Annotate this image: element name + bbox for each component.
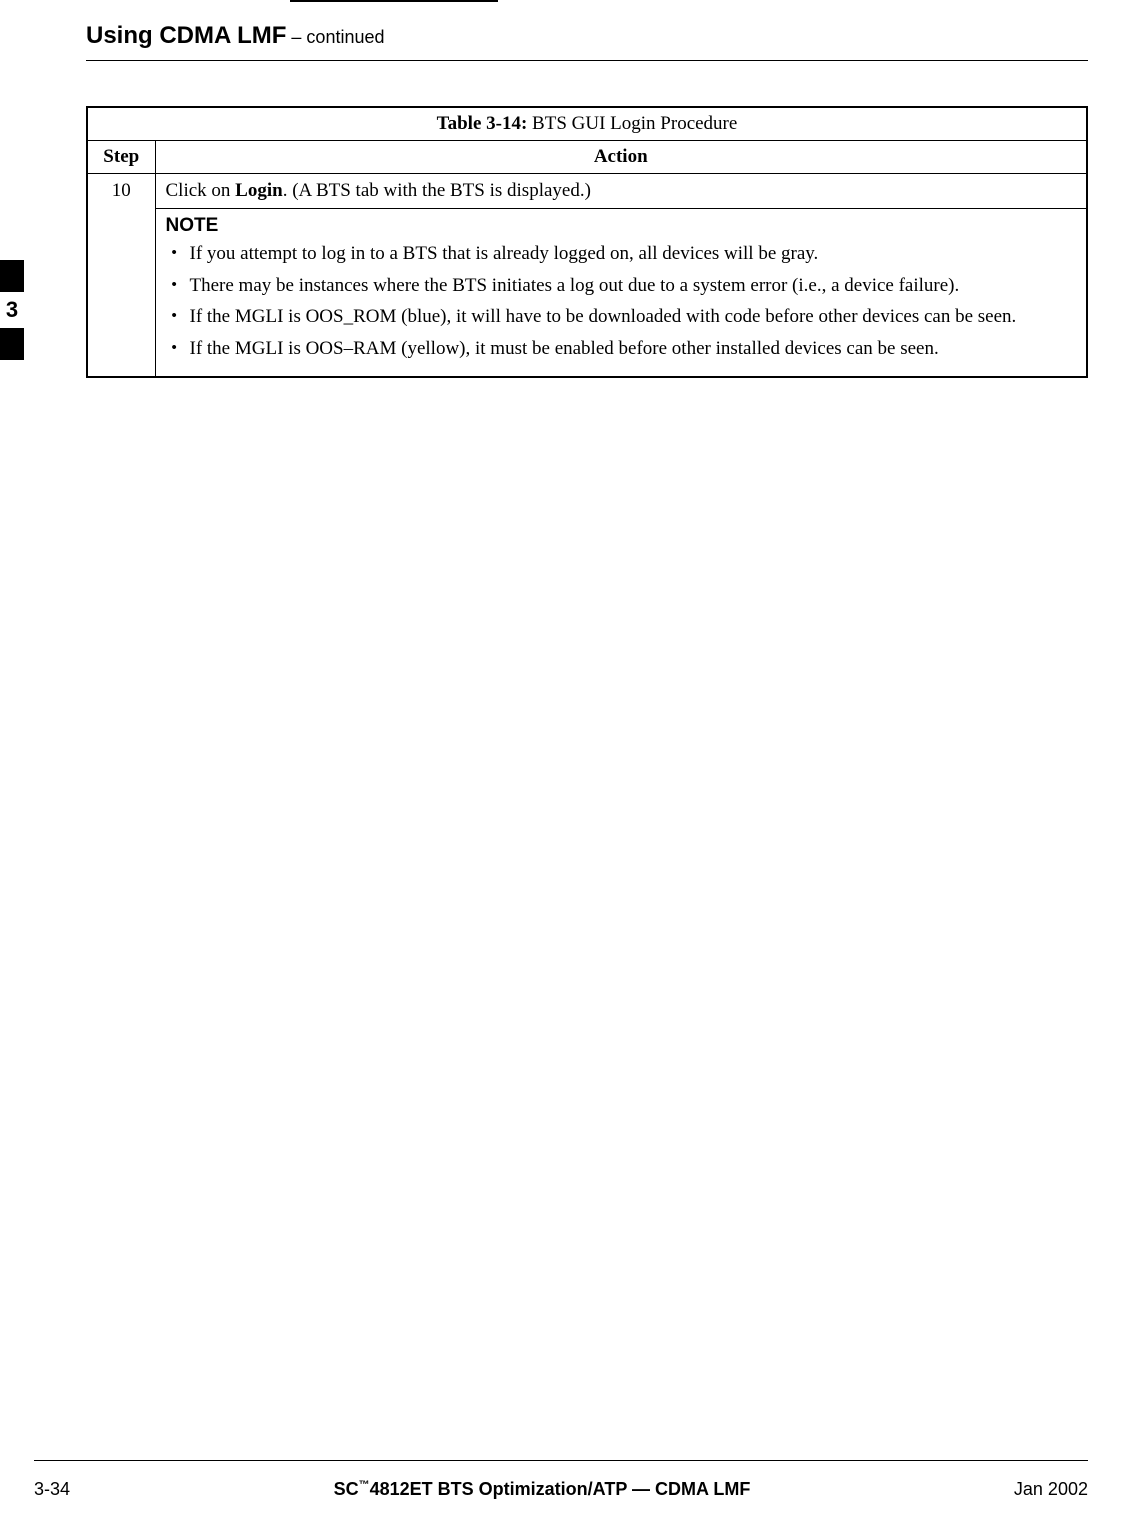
action-prefix: Click on: [166, 180, 236, 201]
action-cell: Click on Login. (A BTS tab with the BTS …: [155, 174, 1087, 209]
note-bullet: There may be instances where the BTS ini…: [166, 273, 1077, 299]
header-top-rule: [290, 0, 498, 2]
table-caption-text: BTS GUI Login Procedure: [532, 113, 737, 134]
footer-tm: ™: [359, 1479, 370, 1491]
procedure-table-wrap: Table 3-14: BTS GUI Login Procedure Step…: [86, 106, 1088, 378]
note-bullet: If the MGLI is OOS–RAM (yellow), it must…: [166, 336, 1077, 362]
footer-mid-suffix: 4812ET BTS Optimization/ATP — CDMA LMF: [370, 1479, 751, 1499]
action-bold: Login: [235, 180, 283, 201]
action-suffix: . (A BTS tab with the BTS is displayed.): [283, 180, 591, 201]
header-title: Using CDMA LMF: [86, 22, 286, 49]
side-tab-bottom-box: [0, 328, 24, 360]
page-header: Using CDMA LMF – continued: [86, 22, 1088, 61]
table-row: 10 Click on Login. (A BTS tab with the B…: [87, 174, 1087, 209]
side-tab: 3: [0, 260, 24, 360]
note-bullet: If you attempt to log in to a BTS that i…: [166, 241, 1077, 267]
table-caption-cell: Table 3-14: BTS GUI Login Procedure: [87, 107, 1087, 141]
side-tab-top-box: [0, 260, 24, 292]
header-continued: – continued: [286, 27, 384, 47]
table-row: NOTE If you attempt to log in to a BTS t…: [87, 209, 1087, 377]
table-header-step: Step: [87, 141, 155, 174]
side-tab-chapter: 3: [0, 292, 24, 328]
table-header-row: Step Action: [87, 141, 1087, 174]
footer-mid-prefix: SC: [334, 1479, 359, 1499]
table-caption-prefix: Table 3-14:: [437, 113, 532, 134]
note-bullet: If the MGLI is OOS_ROM (blue), it will h…: [166, 304, 1077, 330]
table-header-action: Action: [155, 141, 1087, 174]
footer-doc-title: SC™4812ET BTS Optimization/ATP — CDMA LM…: [334, 1479, 751, 1500]
footer-date: Jan 2002: [1014, 1479, 1088, 1500]
note-label: NOTE: [166, 215, 1077, 237]
note-list: If you attempt to log in to a BTS that i…: [166, 241, 1077, 362]
procedure-table: Table 3-14: BTS GUI Login Procedure Step…: [86, 106, 1088, 378]
page-footer: 3-34 SC™4812ET BTS Optimization/ATP — CD…: [34, 1460, 1088, 1500]
note-cell: NOTE If you attempt to log in to a BTS t…: [155, 209, 1087, 377]
footer-page-number: 3-34: [34, 1479, 70, 1500]
step-number: 10: [87, 174, 155, 377]
table-caption-row: Table 3-14: BTS GUI Login Procedure: [87, 107, 1087, 141]
